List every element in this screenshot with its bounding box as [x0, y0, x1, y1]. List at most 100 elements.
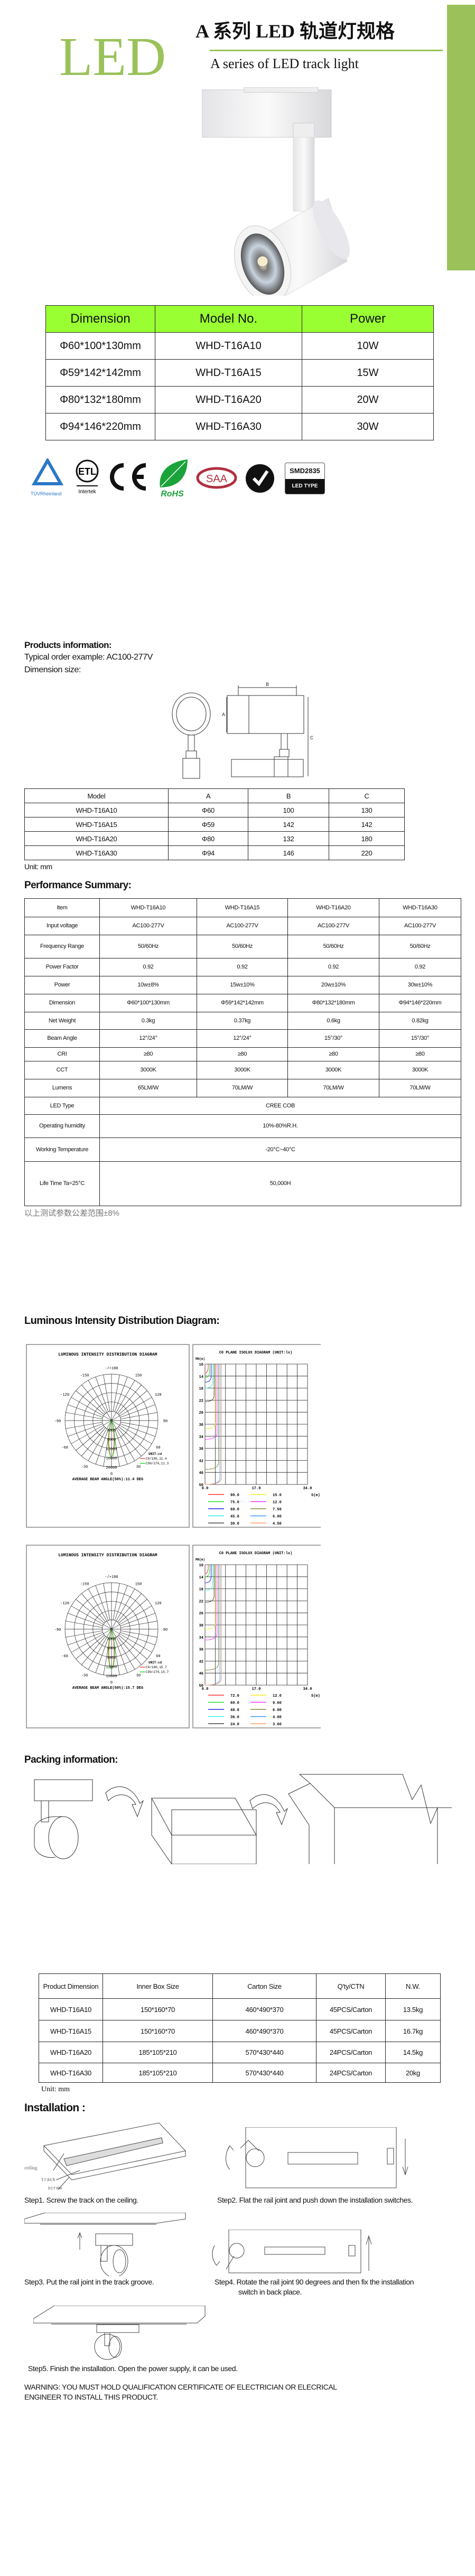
polar-spoke	[114, 1638, 128, 1673]
isolux-contour	[204, 1364, 218, 1440]
table-cell: 150*160*70	[103, 2020, 213, 2042]
table-cell: 180	[329, 831, 405, 846]
polar-intensity-diagram: LUMINOUS INTENSITY DISTRIBUTION DIAGRAM -…	[26, 1545, 190, 1728]
angle-label: -90	[54, 1628, 61, 1632]
accent-side-bar	[447, 5, 475, 270]
isolux-contour	[204, 1364, 215, 1402]
certification-logos: TÜVRheinland ETL Intertek RoHS SAA SMD28…	[26, 458, 333, 498]
y-tick-label: 46	[199, 1471, 203, 1475]
y-tick-label: 34	[199, 1435, 203, 1440]
isolux-title: C0 PLANE ISOLUX DIAGRAM (UNIT:lx)	[219, 1552, 293, 1556]
x-axis-label: S(m)	[311, 1694, 320, 1698]
polar-spoke	[68, 1632, 103, 1646]
polar-spoke	[118, 1635, 147, 1659]
diagram-frame	[192, 1545, 321, 1728]
table-cell: 50/60Hz	[379, 935, 461, 958]
column-header: Model No.	[155, 305, 302, 333]
packing-lamp-drawing	[34, 1779, 93, 1859]
polar-spoke	[88, 1629, 112, 1670]
y-axis-label: MH(m)	[195, 1357, 205, 1361]
table-cell: 0.92	[99, 958, 197, 976]
angle-label: 150	[135, 1582, 142, 1586]
y-tick-label: 30	[199, 1423, 203, 1427]
table-cell: 146	[248, 845, 329, 860]
legend-label: C90/270,11.3	[146, 1462, 169, 1465]
table-cell: 460*490*370	[212, 1998, 316, 2020]
legend-value: 4.80	[273, 1716, 282, 1720]
beam-angle-label: AVERAGE BEAM ANGLE(50%):15.7 DEG	[72, 1686, 143, 1690]
row-label: Operating humidity	[24, 1114, 100, 1138]
table-cell: WHD-T16A20	[39, 2042, 103, 2063]
table-cell: Φ60*100*130mm	[99, 994, 197, 1012]
polar-spoke	[71, 1397, 112, 1421]
unit-label: UNIT:cd	[148, 1661, 162, 1665]
led-logo-text: LED	[59, 26, 166, 87]
polar-spoke	[114, 1585, 128, 1621]
table-cell: 142	[329, 817, 405, 832]
angle-label: 0	[110, 1472, 113, 1477]
angle-label: -/+180	[105, 1367, 118, 1371]
table-cell: 15w±10%	[197, 976, 288, 994]
polar-spoke	[81, 1385, 106, 1414]
polar-spoke	[120, 1404, 155, 1418]
table-row: WHD-T16A20 185*105*210 570*430*440 24PCS/Ca…	[39, 2042, 441, 2063]
angle-label: -120	[60, 1393, 69, 1397]
isolux-contour	[204, 1364, 209, 1374]
y-tick-label: 50	[199, 1483, 203, 1488]
row-label: LED Type	[24, 1097, 100, 1115]
table-cell: 132	[248, 831, 329, 846]
polar-spoke	[120, 1613, 155, 1627]
angle-label: 60	[156, 1446, 160, 1450]
table-header-row: Product Dimension Inner Box Size Carton Si…	[39, 1973, 441, 1999]
table-cell: 150*160*70	[103, 1998, 213, 2020]
performance-heading: Performance Summary:	[24, 880, 132, 891]
isolux-title: C0 PLANE ISOLUX DIAGRAM (UNIT:lx)	[219, 1351, 293, 1355]
column-header: Dimension	[45, 305, 155, 333]
polar-grid	[64, 1374, 159, 1468]
order-example-text: Typical order example: AC100-277V	[24, 653, 153, 662]
table-cell: 24PCS/Carton	[316, 2042, 386, 2063]
table-cell: 460*490*370	[212, 2020, 316, 2042]
y-tick-label: 14	[199, 1576, 203, 1580]
polar-spoke	[68, 1613, 103, 1627]
table-cell: 3000K	[197, 1061, 288, 1079]
polar-spoke	[111, 1380, 135, 1421]
y-tick-label: 50	[199, 1684, 203, 1688]
table-cell: WHD-T16A30	[39, 2063, 103, 2083]
table-cell: 570*430*440	[212, 2042, 316, 2063]
polar-spoke	[88, 1380, 112, 1421]
angle-label: 30	[136, 1674, 141, 1678]
x-tick-label: 0.0	[202, 1487, 209, 1491]
table-row: Φ60*100*130mm WHD-T16A10 10W	[45, 332, 434, 360]
saa-label: SAA	[206, 473, 228, 485]
table-cell: 10%-80%R.H.	[99, 1114, 461, 1138]
table-cell: 10w±8%	[99, 976, 197, 994]
angle-label: -150	[80, 1582, 89, 1586]
table-cell: AC100-277V	[197, 917, 288, 935]
table-cell: ≥80	[379, 1047, 461, 1061]
legend-label: C90/270,15.7	[146, 1670, 169, 1674]
intensity-tick-label: 20000	[106, 1466, 117, 1470]
polar-spoke	[81, 1593, 106, 1622]
polar-spoke	[120, 1630, 157, 1638]
polar-spoke	[111, 1397, 152, 1421]
table-row: Power 10w±8% 15w±10% 20w±10% 30w±10%	[24, 976, 461, 994]
table-cell: ≥80	[197, 1047, 288, 1061]
table-cell: 0.82kg	[379, 1012, 461, 1030]
intensity-tick-label: 9000	[107, 1656, 116, 1660]
step4-caption-line1: Step4. Rotate the rail joint 90 degrees …	[215, 2278, 414, 2286]
polar-spoke	[117, 1427, 142, 1456]
table-cell: ≥80	[287, 1047, 379, 1061]
polar-grid	[64, 1582, 159, 1676]
polar-spoke	[113, 1375, 120, 1412]
polar-spoke	[118, 1426, 147, 1451]
table-cell: AC100-277V	[287, 917, 379, 935]
row-label: Input voltage	[24, 917, 100, 935]
legend-value: 7.50	[273, 1508, 282, 1512]
performance-table: Item WHD-T16A10 WHD-T16A15 WHD-T16A20 WHD-T1…	[24, 898, 461, 1206]
column-header: WHD-T16A15	[197, 898, 288, 917]
isolux-diagram: C0 PLANE ISOLUX DIAGRAM (UNIT:lx) MH(m) 10…	[192, 1344, 321, 1528]
polar-spoke	[111, 1420, 135, 1461]
y-tick-label: 26	[199, 1612, 203, 1616]
row-label: Dimension	[24, 994, 100, 1012]
